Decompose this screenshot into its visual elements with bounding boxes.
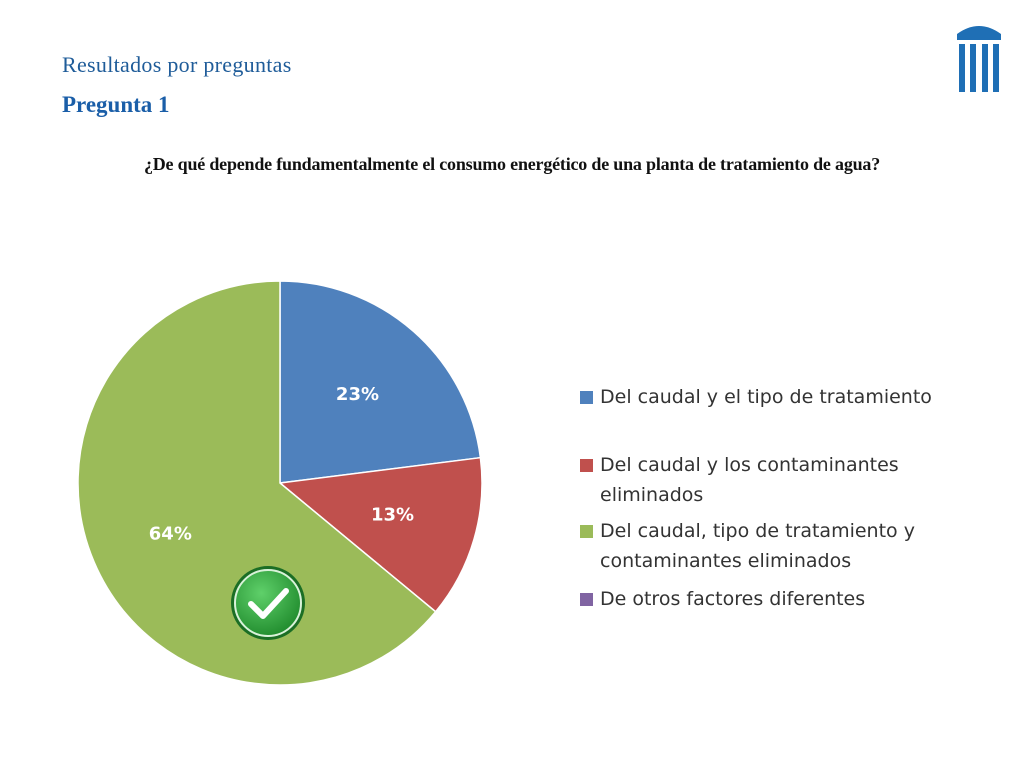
- pie-slice-1: [279, 280, 482, 484]
- legend-label-1: Del caudal y el tipo de tratamiento: [600, 386, 932, 408]
- pie-slice-2: [278, 456, 483, 613]
- legend-item-2: Del caudal y los contaminantes eliminado…: [580, 450, 1000, 510]
- legend-label-3: Del caudal, tipo de tratamiento y contam…: [600, 520, 915, 572]
- pie-chart: 23% 13% 64%: [77, 280, 483, 686]
- legend-swatch-4: [580, 593, 593, 606]
- legend-label-2: Del caudal y los contaminantes eliminado…: [600, 454, 899, 506]
- pie-slice-3: [77, 280, 437, 686]
- columns-logo-icon: [957, 26, 1001, 92]
- data-label-2: 13%: [371, 505, 414, 526]
- check-circle-icon: [231, 566, 305, 640]
- legend-swatch-1: [580, 391, 593, 404]
- legend-item-4: De otros factores diferentes: [580, 584, 1000, 614]
- question-text: ¿De qué depende fundamentalmente el cons…: [143, 154, 881, 174]
- legend-swatch-3: [580, 525, 593, 538]
- legend-item-1: Del caudal y el tipo de tratamiento: [580, 382, 1000, 412]
- legend-label-4: De otros factores diferentes: [600, 588, 866, 610]
- page-title: Pregunta 1: [62, 92, 170, 117]
- data-label-1: 23%: [336, 384, 379, 405]
- chart-legend: Del caudal y el tipo de tratamiento Del …: [580, 382, 1000, 614]
- legend-swatch-2: [580, 459, 593, 472]
- section-subtitle: Resultados por preguntas: [62, 52, 292, 77]
- data-label-3: 64%: [149, 524, 192, 545]
- legend-item-3: Del caudal, tipo de tratamiento y contam…: [580, 516, 1000, 576]
